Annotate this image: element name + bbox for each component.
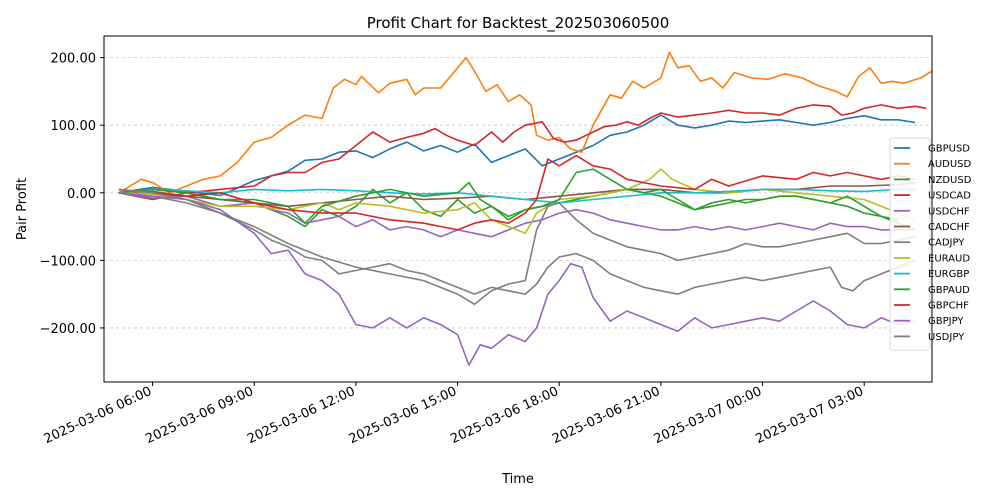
x-axis-label: Time	[501, 472, 534, 487]
y-tick-label: 100.00	[51, 119, 97, 134]
legend-label: USDCAD	[928, 191, 971, 202]
legend-label: USDCHF	[928, 206, 970, 217]
legend-label: AUDUSD	[928, 159, 972, 170]
series-line-euraud	[118, 168, 916, 235]
legend-label: GBPAUD	[928, 285, 970, 296]
series-line-cadjpy	[118, 192, 916, 295]
series-line-gbpaud	[118, 168, 899, 224]
legend-box	[889, 137, 931, 351]
plot-frame	[103, 35, 933, 383]
legend-label: NZDUSD	[928, 175, 972, 186]
y-tick-label: 200.00	[51, 52, 97, 67]
legend-label: CADCHF	[928, 222, 970, 233]
y-axis-label: Pair Profit	[15, 178, 30, 240]
series-lines	[118, 51, 932, 366]
y-tick-label: −200.00	[40, 322, 96, 337]
legend-label: CADJPY	[928, 238, 965, 249]
legend-label: GBPCHF	[928, 301, 969, 312]
series-line-usdjpy	[118, 188, 916, 306]
series-line-usdchf	[118, 192, 916, 238]
legend-label: EURAUD	[928, 253, 970, 264]
legend-label: GBPUSD	[928, 144, 970, 155]
y-axis-ticks: −200.00 −100.00 0.00 100.00 200.00	[40, 52, 104, 337]
series-line-audusd	[118, 51, 932, 194]
legend-label: GBPJPY	[928, 316, 964, 327]
series-line-gbpjpy	[118, 192, 916, 366]
series-line-gbpchf	[118, 154, 916, 231]
legend-label: EURGBP	[928, 269, 969, 280]
y-tick-label: −100.00	[40, 254, 96, 269]
chart-title: Profit Chart for Backtest_202503060500	[367, 14, 670, 33]
series-line-gbpusd	[118, 114, 916, 197]
y-tick-label: 0.00	[67, 187, 96, 202]
series-line-eurgbp	[118, 188, 916, 204]
legend-label: USDJPY	[928, 332, 965, 343]
series-line-usdcad	[118, 104, 927, 201]
legend: GBPUSD AUDUSD NZDUSD USDCAD USDCHF CADCHF CADJ…	[889, 137, 972, 351]
